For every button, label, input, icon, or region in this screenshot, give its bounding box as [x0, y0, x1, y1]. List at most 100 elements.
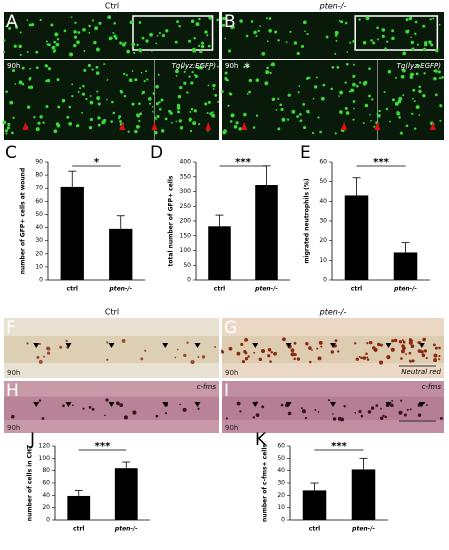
cell — [71, 94, 74, 98]
cell — [216, 18, 219, 22]
cell — [91, 68, 94, 71]
y-tick-label: 30 — [319, 218, 327, 225]
cell — [400, 74, 405, 79]
cell — [378, 109, 381, 113]
cell — [366, 358, 370, 361]
cell — [289, 30, 292, 33]
y-tick-label: 50 — [277, 455, 285, 462]
bar — [114, 468, 138, 520]
cell — [53, 40, 56, 44]
cell — [379, 343, 383, 347]
cell — [340, 112, 343, 115]
cell — [91, 407, 95, 411]
cell — [225, 417, 228, 420]
cell — [338, 20, 341, 22]
arrowhead — [162, 402, 169, 407]
y-axis-label: migrated neutrophils (%) — [304, 178, 311, 264]
cell — [96, 90, 99, 93]
cell — [385, 107, 389, 111]
cell — [105, 398, 109, 402]
cell — [65, 339, 68, 343]
cell — [416, 43, 419, 46]
y-axis-label: number of cells in CHT — [27, 444, 34, 521]
tag-label: c-fms — [422, 383, 442, 391]
panel-label: A — [6, 12, 18, 32]
cell — [366, 341, 369, 345]
time-label: 90h — [7, 369, 20, 377]
cell — [354, 342, 357, 345]
arrowhead — [22, 122, 29, 130]
bar — [208, 226, 231, 280]
cell — [38, 359, 43, 364]
cell — [164, 412, 168, 415]
cell — [303, 20, 307, 25]
cell — [411, 359, 415, 363]
cell — [259, 25, 261, 27]
panel-label: J — [29, 430, 35, 450]
arrowhead — [205, 122, 212, 130]
cell — [5, 25, 8, 28]
y-tick-label: 30 — [35, 237, 43, 244]
cell — [371, 98, 374, 101]
image-panel — [4, 12, 219, 140]
cell — [47, 67, 52, 71]
cell — [121, 42, 126, 47]
cell — [293, 357, 296, 361]
cell — [18, 44, 22, 49]
panel-label: D — [150, 143, 163, 163]
cell — [227, 104, 230, 107]
cell — [8, 26, 12, 30]
cell — [136, 43, 139, 47]
cell — [306, 32, 309, 36]
cell — [59, 345, 63, 349]
cell — [418, 85, 422, 89]
y-tick-label: 60 — [319, 159, 327, 166]
cell — [248, 90, 252, 94]
cell — [352, 118, 355, 121]
cell — [257, 29, 260, 33]
y-tick-label: 100 — [39, 455, 51, 462]
panel-label: I — [224, 381, 229, 401]
cell — [140, 71, 143, 74]
cell — [174, 40, 178, 44]
cell — [207, 44, 211, 48]
cell — [194, 75, 198, 79]
cell — [35, 66, 39, 70]
cell — [316, 347, 319, 350]
cell — [312, 97, 315, 100]
cell — [261, 51, 266, 56]
cell — [106, 358, 109, 361]
cell — [373, 347, 378, 352]
x-tick-label: pten-/- — [254, 286, 278, 293]
cell — [110, 120, 113, 123]
cell — [300, 44, 305, 49]
cell — [39, 115, 43, 119]
x-tick-label: ctrl — [73, 526, 84, 533]
cell — [83, 68, 87, 72]
cell — [72, 404, 74, 407]
arrowhead — [374, 122, 381, 130]
inset-box — [132, 15, 214, 51]
cell — [143, 80, 146, 83]
cell — [168, 109, 172, 113]
cell — [175, 75, 178, 77]
cell — [391, 36, 395, 41]
arrowhead — [108, 343, 115, 348]
cell — [313, 85, 318, 89]
cell — [165, 29, 169, 33]
image-band — [222, 59, 444, 60]
cell — [66, 115, 70, 119]
cell — [224, 37, 227, 40]
cell — [418, 114, 421, 116]
cell — [192, 121, 197, 126]
cell — [170, 121, 173, 124]
cell — [352, 100, 356, 103]
x-tick-label: ctrl — [351, 286, 362, 293]
cell — [12, 116, 15, 119]
cell — [26, 50, 29, 53]
cell — [372, 41, 376, 45]
cell — [377, 114, 381, 118]
cell — [396, 111, 401, 116]
cell — [176, 103, 181, 108]
y-tick-label: 20 — [35, 250, 43, 257]
